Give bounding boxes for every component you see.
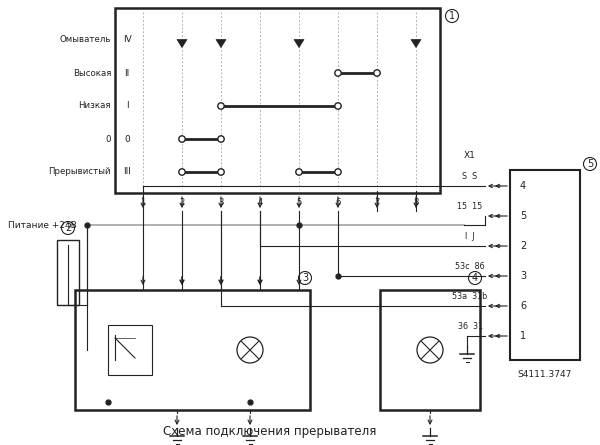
Circle shape xyxy=(335,70,341,76)
Text: 15  15: 15 15 xyxy=(457,202,482,211)
Polygon shape xyxy=(294,40,304,48)
Text: III: III xyxy=(123,167,131,177)
Text: 0: 0 xyxy=(106,134,111,143)
Circle shape xyxy=(296,169,302,175)
Text: S4111.3747: S4111.3747 xyxy=(518,370,572,379)
Bar xyxy=(75,290,310,410)
Text: 5: 5 xyxy=(587,159,593,169)
Text: Высокая: Высокая xyxy=(73,69,111,77)
Circle shape xyxy=(374,70,380,76)
Text: 5: 5 xyxy=(520,211,526,221)
Polygon shape xyxy=(411,40,421,48)
Text: Низкая: Низкая xyxy=(79,101,111,110)
Circle shape xyxy=(335,103,341,109)
Circle shape xyxy=(335,169,341,175)
Text: S  S: S S xyxy=(463,172,478,181)
Text: 4: 4 xyxy=(520,181,526,191)
Circle shape xyxy=(218,103,224,109)
Text: Схема подключения прерывателя: Схема подключения прерывателя xyxy=(163,425,377,438)
Bar xyxy=(115,8,440,193)
Text: II: II xyxy=(124,69,130,77)
Text: 3: 3 xyxy=(218,198,224,207)
Text: 5: 5 xyxy=(296,198,302,207)
Text: 8: 8 xyxy=(413,198,419,207)
Bar xyxy=(380,290,480,410)
Circle shape xyxy=(179,136,185,142)
Text: Прерывистый: Прерывистый xyxy=(49,167,111,177)
Text: 6: 6 xyxy=(335,198,341,207)
Text: 4: 4 xyxy=(472,273,478,283)
Text: Омыватель: Омыватель xyxy=(59,36,111,44)
Bar xyxy=(57,240,79,305)
Text: 2: 2 xyxy=(520,241,526,251)
Circle shape xyxy=(218,136,224,142)
Text: 1: 1 xyxy=(520,331,526,341)
Text: 4: 4 xyxy=(257,198,263,207)
Circle shape xyxy=(179,169,185,175)
Text: 3: 3 xyxy=(520,271,526,281)
Text: 6: 6 xyxy=(520,301,526,311)
Polygon shape xyxy=(216,40,226,48)
Text: 7: 7 xyxy=(374,198,380,207)
Text: IV: IV xyxy=(122,36,131,44)
Text: I  J: I J xyxy=(465,232,475,241)
Text: 0: 0 xyxy=(124,134,130,143)
Bar xyxy=(510,170,580,360)
Text: 36  31: 36 31 xyxy=(458,322,482,331)
Text: 53c  86: 53c 86 xyxy=(455,262,485,271)
Text: Питание +24В: Питание +24В xyxy=(8,221,77,230)
Text: 1: 1 xyxy=(449,11,455,21)
Text: X1: X1 xyxy=(464,151,476,160)
Text: 3: 3 xyxy=(302,273,308,283)
Text: 2: 2 xyxy=(65,223,71,233)
Text: I: I xyxy=(125,101,128,110)
Text: 2: 2 xyxy=(179,198,185,207)
Circle shape xyxy=(218,169,224,175)
Text: 1: 1 xyxy=(140,198,146,207)
Bar xyxy=(108,325,152,375)
Polygon shape xyxy=(177,40,187,48)
Text: 53a  31b: 53a 31b xyxy=(452,292,488,301)
